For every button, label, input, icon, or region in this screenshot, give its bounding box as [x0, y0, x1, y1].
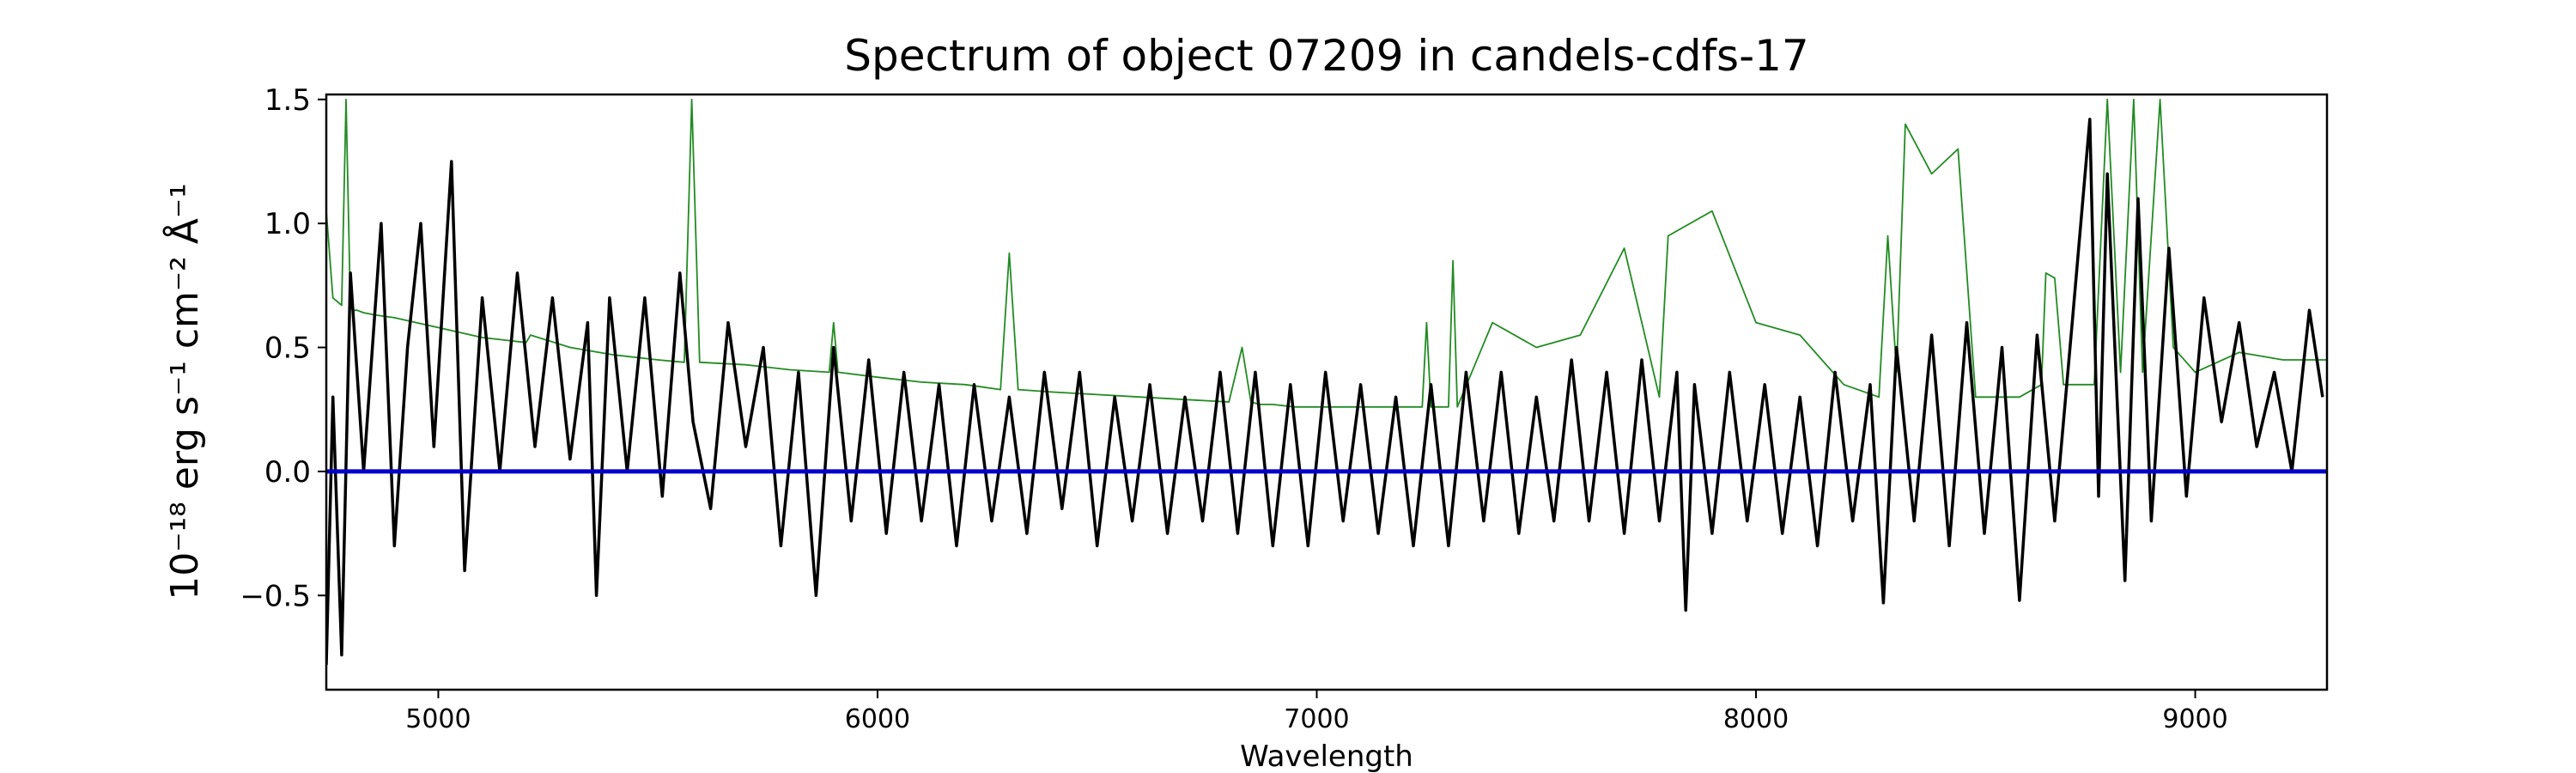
x-axis: 5000 6000 7000 8000 9000 — [405, 690, 2228, 734]
x-tick-label: 6000 — [845, 704, 910, 734]
y-tick-label: 0.0 — [264, 455, 311, 490]
plot-area — [326, 98, 2327, 666]
y-tick-label: −0.5 — [240, 579, 311, 613]
series-line-error — [326, 98, 2327, 408]
series-line-flux — [326, 118, 2324, 666]
chart-title: Spectrum of object 07209 in candels-cdfs… — [844, 31, 1809, 81]
x-tick-label: 7000 — [1284, 704, 1349, 734]
x-tick-label: 9000 — [2162, 704, 2227, 734]
y-tick-label: 1.0 — [264, 207, 311, 241]
x-axis-label: Wavelength — [1240, 740, 1413, 773]
x-tick-label: 8000 — [1723, 704, 1789, 734]
y-tick-label: 0.5 — [264, 332, 311, 366]
x-tick-label: 5000 — [405, 704, 471, 734]
y-axis: −0.5 0.0 0.5 1.0 1.5 — [240, 83, 326, 613]
y-tick-label: 1.5 — [264, 83, 311, 118]
axes-frame — [325, 93, 2329, 691]
y-axis-label: 10⁻¹⁸ erg s⁻¹ cm⁻² Å⁻¹ — [161, 183, 207, 600]
